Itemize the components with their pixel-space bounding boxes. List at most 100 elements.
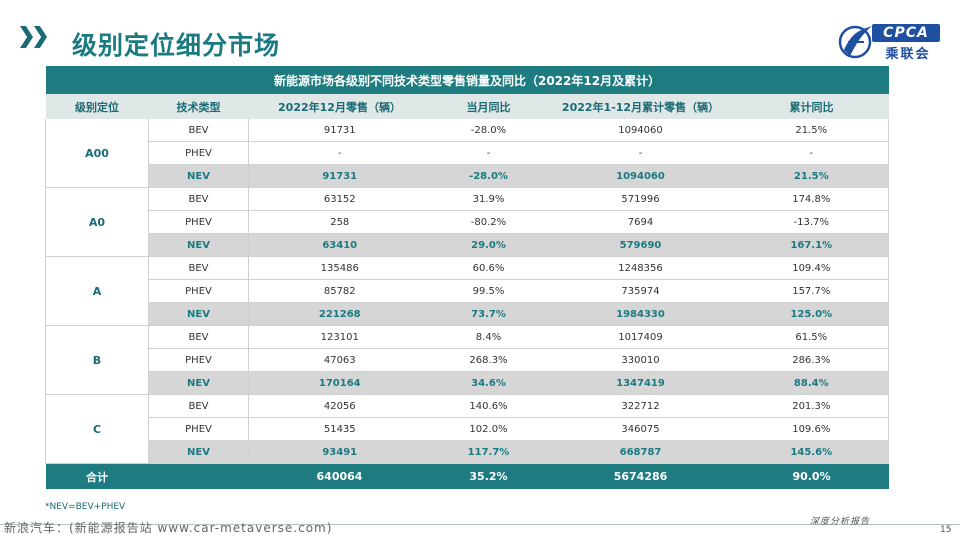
dec-yoy-cell: 73.7% xyxy=(430,302,547,326)
table-row: PHEV 258 -80.2% 7694 -13.7% xyxy=(46,210,890,234)
table-row: C BEV 42056 140.6% 322712 201.3% xyxy=(45,394,890,464)
footer-slogan: 深度分析报告 xyxy=(810,517,871,527)
ytd-retail-cell: 1347419 xyxy=(546,371,735,395)
table-row: A0 BEV 63152 31.9% 571996 174.8% xyxy=(45,187,890,257)
level-cell: C xyxy=(45,394,149,464)
ytd-retail-cell: 346075 xyxy=(546,417,735,441)
ytd-yoy-cell: 21.5% xyxy=(734,119,890,142)
tech-type-cell: BEV xyxy=(148,187,249,211)
tech-type-cell: PHEV xyxy=(148,348,249,372)
dec-retail-cell: 91731 xyxy=(248,119,431,142)
dec-retail-cell: 258 xyxy=(248,210,431,234)
table-body: A00 BEV 91731 -28.0% 1094060 21.5% PHEV - - - - NEV… xyxy=(45,119,890,489)
level-cell: A0 xyxy=(45,187,149,257)
ytd-retail-cell: 668787 xyxy=(546,440,735,464)
level-cell: B xyxy=(45,325,149,395)
dec-retail-cell: 42056 xyxy=(248,394,431,418)
ytd-yoy-cell: 286.3% xyxy=(734,348,890,372)
level-cell: A00 xyxy=(45,119,149,188)
ytd-retail-cell: 1094060 xyxy=(546,119,735,142)
ytd-yoy-cell: 157.7% xyxy=(734,279,890,303)
dec-retail-cell: 221268 xyxy=(248,302,431,326)
column-header: 技术类型 xyxy=(148,94,249,119)
dec-retail-cell: 123101 xyxy=(248,325,431,349)
dec-yoy-cell: 117.7% xyxy=(430,440,547,464)
dec-retail-cell: 170164 xyxy=(248,371,431,395)
ytd-retail-cell: 1094060 xyxy=(546,164,735,188)
total-label-cell: 合计 xyxy=(45,463,149,489)
table-row: A BEV 135486 60.6% 1248356 109.4% xyxy=(45,256,890,326)
dec-yoy-cell: 34.6% xyxy=(430,371,547,395)
level-cell: A xyxy=(45,256,149,326)
cpca-emblem-icon xyxy=(838,25,872,59)
total-ytd-yoy-cell: 90.0% xyxy=(734,463,889,489)
table-row: PHEV 85782 99.5% 735974 157.7% xyxy=(46,279,890,303)
page-number: 15 xyxy=(940,525,952,535)
table-row: NEV 93491 117.7% 668787 145.6% xyxy=(46,440,890,464)
tech-type-cell: PHEV xyxy=(148,417,249,441)
footer-divider xyxy=(0,524,960,525)
table-row: NEV 63410 29.0% 579690 167.1% xyxy=(46,233,890,257)
dec-yoy-cell: - xyxy=(430,141,547,165)
ytd-retail-cell: - xyxy=(546,141,735,165)
dec-retail-cell: 47063 xyxy=(248,348,431,372)
dec-yoy-cell: 268.3% xyxy=(430,348,547,372)
ytd-yoy-cell: 167.1% xyxy=(734,233,890,257)
cpca-logo: CPCA 乘联会 xyxy=(838,22,942,62)
tech-type-cell: NEV xyxy=(148,302,249,326)
sales-table: 新能源市场各级别不同技术类型零售销量及同比（2022年12月及累计） 级别定位技… xyxy=(45,66,890,489)
ytd-yoy-cell: 145.6% xyxy=(734,440,890,464)
tech-type-cell: BEV xyxy=(148,256,249,280)
ytd-yoy-cell: 61.5% xyxy=(734,325,890,349)
column-header: 2022年1-12月累计零售（辆） xyxy=(546,94,735,119)
logo-top-text: CPCA xyxy=(872,24,940,42)
ytd-yoy-cell: 21.5% xyxy=(734,164,890,188)
tech-type-cell: PHEV xyxy=(148,210,249,234)
dec-yoy-cell: 102.0% xyxy=(430,417,547,441)
page-title: 级别定位细分市场 xyxy=(72,31,281,60)
column-header: 2022年12月零售（辆） xyxy=(248,94,431,119)
table-row: B BEV 123101 8.4% 1017409 61.5% xyxy=(45,325,890,395)
table-row: A00 BEV 91731 -28.0% 1094060 21.5% xyxy=(45,119,890,188)
tech-type-cell: NEV xyxy=(148,233,249,257)
logo-bottom-text: 乘联会 xyxy=(885,47,931,62)
dec-yoy-cell: 31.9% xyxy=(430,187,547,211)
dec-yoy-cell: -80.2% xyxy=(430,210,547,234)
table-row: NEV 91731 -28.0% 1094060 21.5% xyxy=(46,164,890,188)
ytd-yoy-cell: - xyxy=(734,141,890,165)
ytd-yoy-cell: 201.3% xyxy=(734,394,890,418)
ytd-yoy-cell: 109.6% xyxy=(734,417,890,441)
tech-type-cell: NEV xyxy=(148,371,249,395)
table-row: PHEV - - - - xyxy=(46,141,890,165)
ytd-retail-cell: 571996 xyxy=(546,187,735,211)
dec-retail-cell: 91731 xyxy=(248,164,431,188)
ytd-retail-cell: 7694 xyxy=(546,210,735,234)
sales-table-container: 新能源市场各级别不同技术类型零售销量及同比（2022年12月及累计） 级别定位技… xyxy=(45,66,890,489)
watermark-text: 新浪汽车：(新能源报告站 www.car-metaverse.com) xyxy=(4,521,333,535)
dec-yoy-cell: -28.0% xyxy=(430,119,547,142)
ytd-retail-cell: 322712 xyxy=(546,394,735,418)
footnote: *NEV=BEV+PHEV xyxy=(45,502,126,512)
ytd-retail-cell: 1248356 xyxy=(546,256,735,280)
table-row: NEV 221268 73.7% 1984330 125.0% xyxy=(46,302,890,326)
ytd-retail-cell: 579690 xyxy=(546,233,735,257)
table-header-row: 级别定位 技术类型 2022年12月零售（辆） 当月同比 2022年1-12月累计零售（… xyxy=(45,94,889,119)
ytd-yoy-cell: 88.4% xyxy=(734,371,890,395)
column-header: 级别定位 xyxy=(45,94,149,119)
total-dec-yoy-cell: 35.2% xyxy=(430,463,547,489)
dec-yoy-cell: 29.0% xyxy=(430,233,547,257)
tech-type-cell: NEV xyxy=(148,440,249,464)
tech-type-cell: BEV xyxy=(148,394,249,418)
total-empty-cell xyxy=(148,463,249,489)
ytd-retail-cell: 735974 xyxy=(546,279,735,303)
dec-retail-cell: 63410 xyxy=(248,233,431,257)
dec-retail-cell: 63152 xyxy=(248,187,431,211)
dec-yoy-cell: 140.6% xyxy=(430,394,547,418)
total-ytd-retail-cell: 5674286 xyxy=(546,463,735,489)
table-title: 新能源市场各级别不同技术类型零售销量及同比（2022年12月及累计） xyxy=(45,66,889,94)
dec-retail-cell: 85782 xyxy=(248,279,431,303)
dec-retail-cell: 135486 xyxy=(248,256,431,280)
column-header: 累计同比 xyxy=(734,94,889,119)
table-row: PHEV 47063 268.3% 330010 286.3% xyxy=(46,348,890,372)
dec-yoy-cell: 8.4% xyxy=(430,325,547,349)
